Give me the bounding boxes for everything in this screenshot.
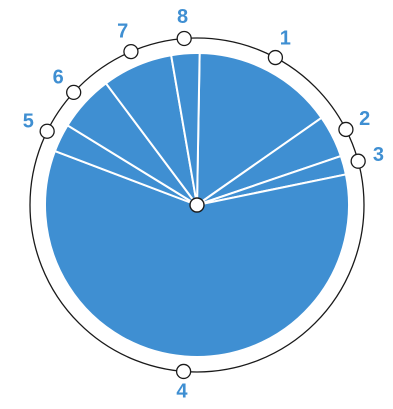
slice-label-8: 8 [177, 6, 188, 28]
pie-slices [44, 52, 351, 358]
slice-label-5: 5 [23, 110, 34, 132]
slice-label-6: 6 [53, 67, 64, 89]
slice-marker-4 [175, 363, 192, 380]
outer-ring [29, 37, 365, 373]
slice-label-3: 3 [373, 144, 384, 166]
pie-slice-8 [169, 52, 201, 206]
slice-label-4: 4 [176, 381, 188, 403]
slice-marker-1 [267, 49, 284, 66]
slice-marker-8 [176, 30, 192, 47]
slice-marker-7 [123, 43, 139, 60]
slice-markers [39, 30, 366, 380]
slice-marker-2 [338, 121, 354, 138]
slice-labels: 1 23 4 56 7 8 [23, 6, 384, 403]
slice-label-7: 7 [117, 21, 128, 43]
slice-marker-3 [350, 153, 366, 169]
pie-slice-4 [44, 149, 351, 358]
slice-marker-6 [66, 84, 82, 101]
slice-label-2: 2 [359, 108, 370, 130]
pie-slice-1 [195, 52, 323, 207]
slice-marker-5 [39, 123, 55, 139]
slice-label-1: 1 [280, 27, 291, 49]
center-dot [189, 197, 205, 213]
